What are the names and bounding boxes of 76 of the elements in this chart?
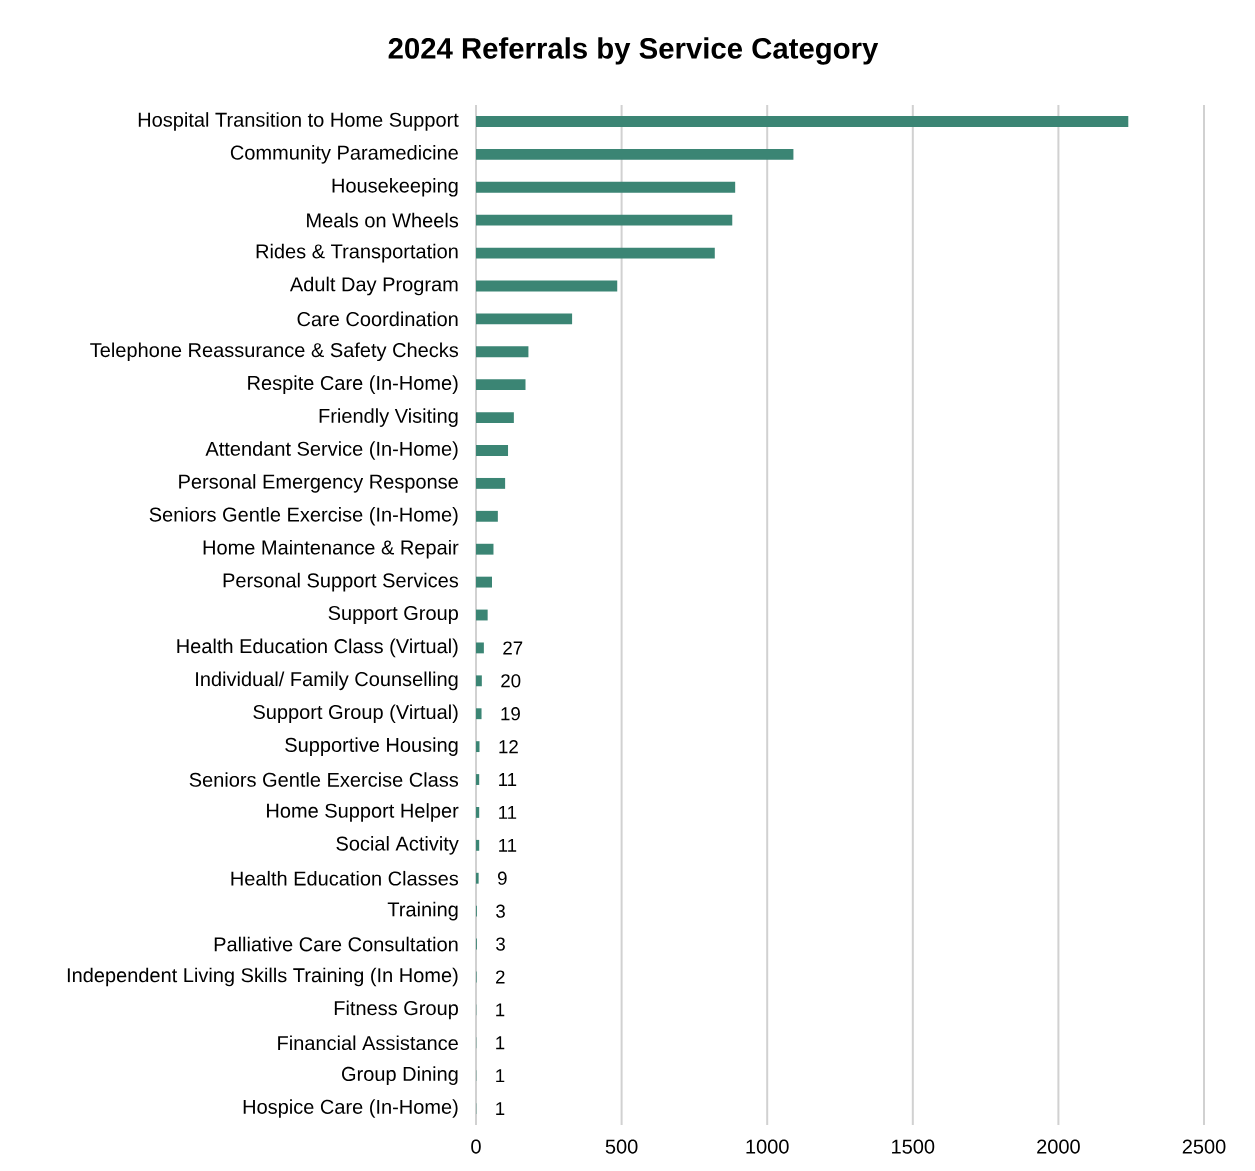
bar [476,774,480,785]
y-tick-label: Seniors Gentle Exercise Class [189,772,459,787]
bar [476,116,1129,127]
bar [476,609,488,621]
data-label: 12 [499,740,518,754]
bar [476,247,715,259]
y-tick-label: Adult Day Program [289,276,458,296]
y-tick-label: Group Dining [342,1066,458,1085]
bar [476,214,733,226]
y-tick-label: Support Group (Virtual) [253,704,458,724]
y-tick-label: Seniors Gentle Exercise (In-Home) [149,506,458,526]
data-label: 2 [496,970,505,984]
y-tick-label: Home Support Helper [267,803,459,822]
y-tick-label: Friendly Visiting [319,408,458,427]
x-tick-label: 2500 [1182,1139,1226,1154]
data-label: 9 [497,871,507,885]
bar [476,708,482,720]
y-tick-label: Care Coordination [297,311,458,327]
bar [476,510,498,522]
y-tick-label: Housekeeping [332,177,458,197]
bar [476,346,529,358]
x-tick-label: 1000 [746,1139,789,1154]
bar [476,280,618,292]
bar [476,675,482,687]
y-tick-label: Personal Support Services [223,572,459,592]
y-tick-label: Community Paramedicine [230,145,458,164]
data-label: 3 [496,937,505,951]
bar [476,477,506,489]
bar [476,543,494,555]
bar [476,313,573,325]
y-tick-label: Telephone Reassurance & Safety Checks [90,342,459,362]
y-tick-label: Financial Assistance [278,1035,458,1051]
bar [476,148,794,160]
data-label: 27 [503,641,523,655]
data-label: 20 [501,674,521,688]
x-tick-label: 2000 [1037,1139,1080,1154]
data-label: 1 [496,1102,505,1115]
y-tick-label: Home Maintenance & Repair [203,539,459,559]
y-tick-label: Health Education Classes [231,870,459,886]
y-tick-label: Supportive Housing [285,737,458,756]
chart-title: 2024 Referrals by Service Category [388,37,879,65]
bar [476,412,514,424]
data-label: 1 [496,1036,505,1050]
data-label: 1 [496,1003,505,1017]
y-tick-label: Hospital Transition to Home Support [138,112,459,131]
y-tick-label: Respite Care (In-Home) [248,375,458,394]
bar [476,839,480,851]
x-tick-label: 1500 [892,1139,935,1154]
bar [476,445,509,456]
y-tick-label: Hospice Care (In-Home) [243,1099,458,1118]
y-tick-label: Fitness Group [334,1000,458,1020]
bar [476,872,479,884]
x-tick-label: 0 [471,1139,481,1154]
data-label: 11 [499,773,517,786]
y-tick-label: Independent Living Skills Training (In Home) [67,967,458,987]
data-label: 1 [496,1069,505,1083]
bar [476,642,484,654]
bar [476,181,736,193]
y-tick-label: Health Education Class (Virtual) [177,638,458,658]
y-tick-label: Social Activity [336,836,459,855]
data-label: 3 [496,904,505,918]
data-label: 11 [499,838,517,852]
bar [476,379,526,391]
y-tick-label: Meals on Wheels [307,212,459,228]
y-tick-label: Rides & Transportation [256,243,458,263]
y-tick-label: Individual/ Family Counselling [196,671,458,691]
y-tick-label: Palliative Care Consultation [214,936,458,952]
data-label: 19 [501,707,520,721]
y-tick-label: Support Group [328,605,458,625]
bar [476,576,493,588]
y-tick-label: Personal Emergency Response [179,474,458,493]
y-tick-label: Training [387,901,458,921]
y-tick-label: Attendant Service (In-Home) [205,441,458,460]
x-tick-label: 500 [605,1139,638,1154]
data-label: 11 [499,806,517,819]
bar [476,807,480,818]
